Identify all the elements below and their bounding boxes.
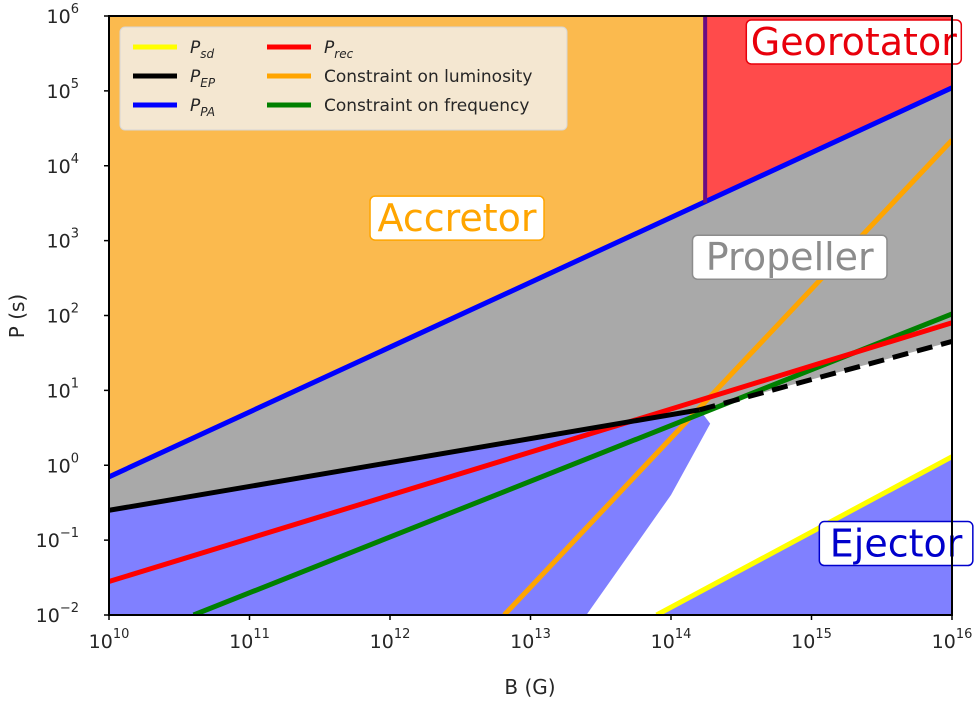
region-label-accretor: Accretor xyxy=(369,195,545,241)
legend-entry: Constraint on frequency xyxy=(267,96,529,116)
legend-box xyxy=(119,26,568,131)
x-axis-ticks: 1010 1011 1012 1013 1014 1015 1016 xyxy=(89,615,973,653)
region-label-box xyxy=(369,195,545,241)
region-label-georotator: Georotator xyxy=(745,19,963,65)
region-label-ejector: Ejector xyxy=(818,520,974,567)
y-tick-label: 102 xyxy=(47,302,79,328)
legend-label: Psd xyxy=(190,38,215,61)
x-tick-label: 1016 xyxy=(932,627,973,653)
legend-entry: Psd xyxy=(133,38,215,61)
region-labels: Accretor Georotator Propeller Ejector xyxy=(369,19,974,567)
y-tick-label: 101 xyxy=(47,376,79,402)
region-label-propeller: Propeller xyxy=(691,234,888,280)
legend: Psd PEP PPA Prec Constraint on luminosity Con… xyxy=(119,26,568,131)
region-label-box xyxy=(745,19,963,65)
region-label-text: Georotator xyxy=(751,20,957,64)
legend-label: Prec xyxy=(324,38,354,61)
x-tick-label: 1011 xyxy=(229,627,270,653)
region-ejector-left xyxy=(109,409,711,615)
legend-label: PEP xyxy=(190,67,216,90)
legend-label: Constraint on frequency xyxy=(324,96,529,116)
region-label-text: Accretor xyxy=(378,196,537,240)
legend-label: Constraint on luminosity xyxy=(324,67,532,87)
y-tick-label: 104 xyxy=(47,152,79,178)
series-line-ep xyxy=(109,407,701,513)
region-label-text: Ejector xyxy=(830,522,963,566)
x-tick-label: 1010 xyxy=(89,627,130,653)
x-tick-label: 1014 xyxy=(651,627,692,653)
y-axis-label: P (s) xyxy=(5,294,29,338)
y-tick-label: 10−1 xyxy=(36,526,79,552)
x-axis-label: B (G) xyxy=(504,675,555,699)
legend-entry: PEP xyxy=(133,67,216,90)
legend-entry: Constraint on luminosity xyxy=(267,67,532,87)
y-tick-label: 10−2 xyxy=(36,601,79,627)
series-line-ep-dashed xyxy=(699,339,952,413)
region-label-box xyxy=(818,520,974,567)
series-line-sd xyxy=(655,454,952,615)
legend-entry: PPA xyxy=(133,96,215,119)
region-accretor xyxy=(109,16,706,477)
x-tick-label: 1013 xyxy=(510,627,551,653)
region-label-box xyxy=(691,234,888,280)
series-line-pa xyxy=(109,85,952,480)
x-tick-label: 1015 xyxy=(791,627,832,653)
region-label-text: Propeller xyxy=(706,235,874,279)
series-line-constraint-on-luminosity xyxy=(502,138,952,615)
y-axis-ticks: 10−2 10−1 100 101 102 103 104 105 106 xyxy=(36,2,109,627)
x-tick-label: 1012 xyxy=(370,627,411,653)
y-tick-label: 103 xyxy=(47,227,79,253)
legend-entry: Prec xyxy=(267,38,354,61)
y-tick-label: 106 xyxy=(47,2,79,28)
series-line-rec xyxy=(109,320,952,584)
series-lines xyxy=(109,16,952,615)
legend-label: PPA xyxy=(190,96,215,119)
region-propeller xyxy=(109,87,952,511)
y-tick-label: 105 xyxy=(47,77,79,103)
y-tick-label: 100 xyxy=(47,451,79,477)
